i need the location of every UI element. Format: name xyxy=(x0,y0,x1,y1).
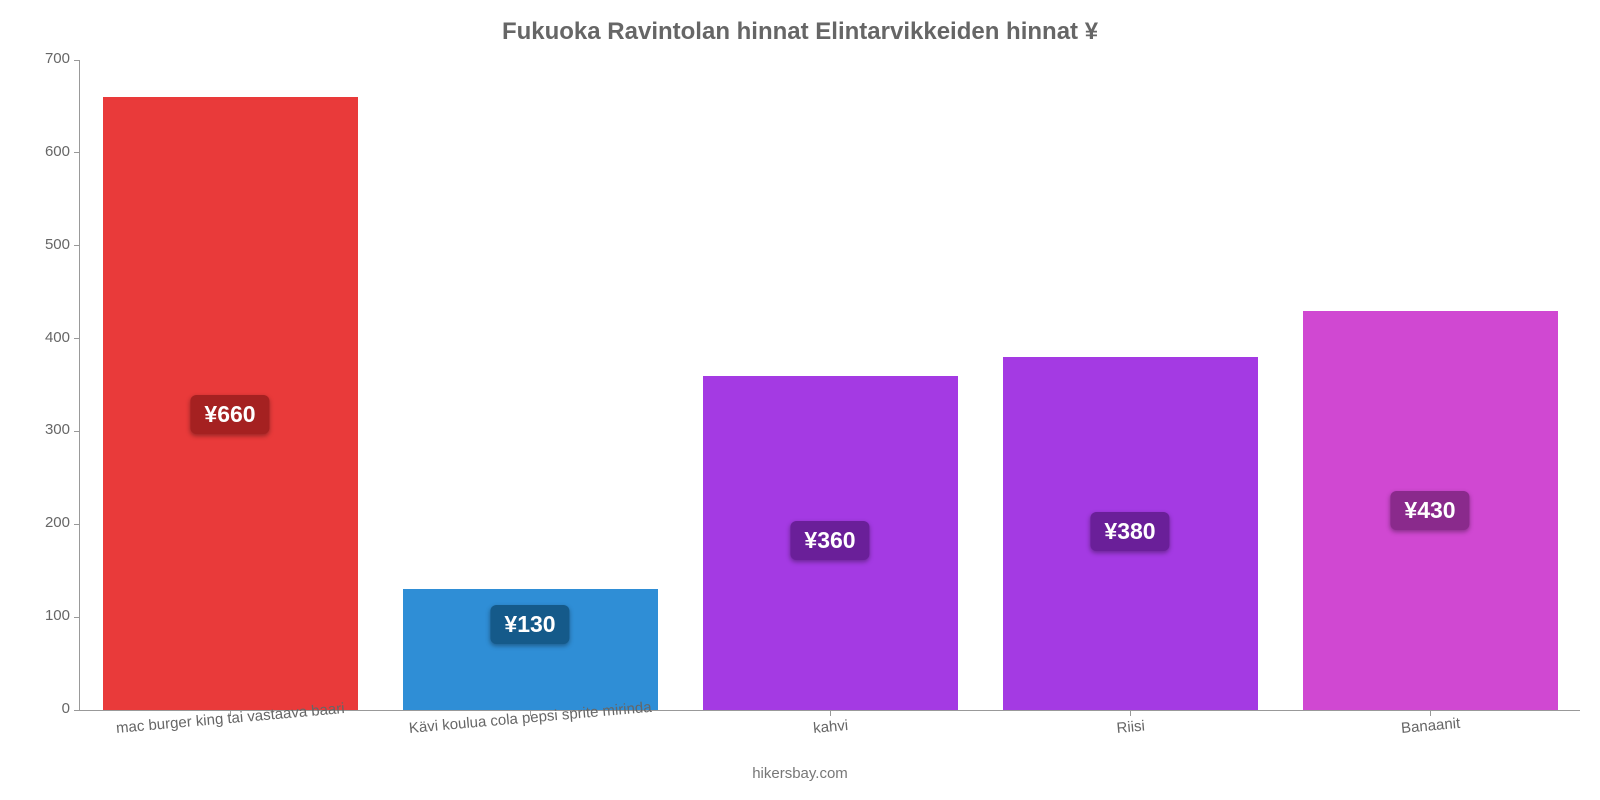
plot-area: ¥660 ¥130 ¥360 ¥380 ¥430 xyxy=(80,60,1580,710)
x-tick-label: Banaanit xyxy=(1400,715,1460,737)
y-tick-label: 200 xyxy=(10,514,70,531)
y-tick xyxy=(74,60,80,61)
bar: ¥660 xyxy=(103,97,358,710)
value-badge: ¥380 xyxy=(1090,512,1169,551)
chart-title: Fukuoka Ravintolan hinnat Elintarvikkeid… xyxy=(0,18,1600,46)
y-tick-label: 500 xyxy=(10,236,70,253)
x-tick xyxy=(1430,710,1431,716)
y-tick xyxy=(74,431,80,432)
bar: ¥430 xyxy=(1303,311,1558,710)
value-badge: ¥130 xyxy=(490,605,569,644)
attribution: hikersbay.com xyxy=(0,765,1600,782)
value-badge: ¥360 xyxy=(790,521,869,560)
bar: ¥380 xyxy=(1003,357,1258,710)
y-tick-label: 700 xyxy=(10,50,70,67)
y-tick-label: 300 xyxy=(10,421,70,438)
y-tick xyxy=(74,617,80,618)
value-badge: ¥660 xyxy=(190,395,269,434)
y-tick xyxy=(74,524,80,525)
y-tick xyxy=(74,710,80,711)
y-tick xyxy=(74,338,80,339)
x-tick-label: kahvi xyxy=(812,717,848,737)
y-tick-label: 0 xyxy=(10,700,70,717)
price-bar-chart: Fukuoka Ravintolan hinnat Elintarvikkeid… xyxy=(0,0,1600,800)
x-tick xyxy=(1130,710,1131,716)
y-tick xyxy=(74,152,80,153)
x-tick xyxy=(830,710,831,716)
value-badge: ¥430 xyxy=(1390,491,1469,530)
bar: ¥360 xyxy=(703,376,958,710)
x-tick-label: Riisi xyxy=(1116,718,1146,737)
y-tick-label: 400 xyxy=(10,329,70,346)
y-tick-label: 100 xyxy=(10,607,70,624)
y-axis xyxy=(79,60,80,710)
y-tick xyxy=(74,245,80,246)
bar: ¥130 xyxy=(403,589,658,710)
y-tick-label: 600 xyxy=(10,143,70,160)
